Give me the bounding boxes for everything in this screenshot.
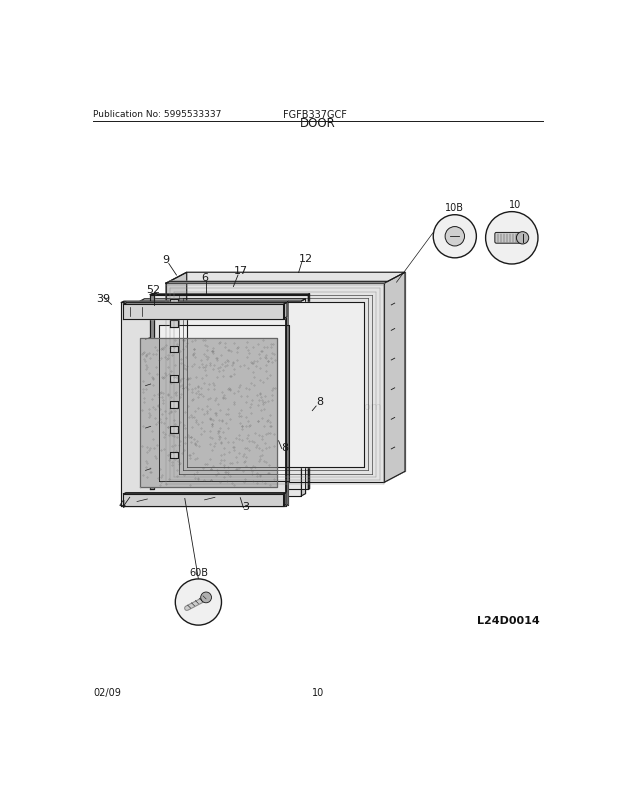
Polygon shape [122,302,288,303]
Text: DOOR: DOOR [300,117,335,130]
Circle shape [433,216,476,258]
Text: 12: 12 [299,253,312,264]
Circle shape [485,213,538,265]
Circle shape [201,592,211,603]
Polygon shape [123,493,286,494]
Polygon shape [153,295,308,490]
Polygon shape [169,376,178,383]
Circle shape [175,579,221,626]
Text: 8: 8 [316,397,323,407]
Polygon shape [166,273,405,284]
Text: 9: 9 [162,255,170,265]
Polygon shape [169,427,178,433]
Text: 02/09: 02/09 [93,687,121,697]
Polygon shape [169,321,178,328]
Polygon shape [384,273,405,483]
Text: 4: 4 [118,499,125,509]
Polygon shape [169,452,178,459]
Text: 3: 3 [242,501,250,512]
Text: 60B: 60B [189,567,208,577]
Text: 10: 10 [312,687,324,697]
Polygon shape [140,302,301,496]
Polygon shape [166,282,388,284]
Polygon shape [187,273,405,472]
Polygon shape [283,303,287,319]
Text: 39: 39 [96,294,110,303]
Polygon shape [123,303,287,305]
Text: 10: 10 [509,200,521,209]
Text: 10B: 10B [445,202,464,213]
Text: FGFB337GCF: FGFB337GCF [283,110,347,120]
Polygon shape [140,299,306,302]
Text: 17: 17 [234,266,248,276]
Polygon shape [123,494,283,506]
Text: ReplacementParts.com: ReplacementParts.com [254,401,382,411]
Polygon shape [150,294,156,295]
Polygon shape [166,273,187,483]
FancyBboxPatch shape [495,233,521,244]
Text: 6: 6 [202,273,209,282]
Polygon shape [169,300,178,306]
Polygon shape [286,302,288,506]
Polygon shape [187,302,363,468]
Polygon shape [308,294,309,490]
Polygon shape [166,284,384,483]
Polygon shape [301,299,306,496]
Polygon shape [169,401,178,408]
Polygon shape [169,346,178,353]
Text: 8: 8 [281,443,288,452]
Polygon shape [159,326,289,481]
Polygon shape [124,302,288,505]
Polygon shape [140,338,277,488]
Polygon shape [283,493,286,506]
Text: Publication No: 5995533337: Publication No: 5995533337 [93,110,221,119]
Text: L24D0014: L24D0014 [477,615,539,626]
Circle shape [516,233,529,245]
Polygon shape [123,305,283,319]
Polygon shape [166,472,405,483]
Polygon shape [122,303,286,506]
Polygon shape [150,295,154,490]
Circle shape [445,227,464,247]
Text: 52: 52 [146,285,161,295]
